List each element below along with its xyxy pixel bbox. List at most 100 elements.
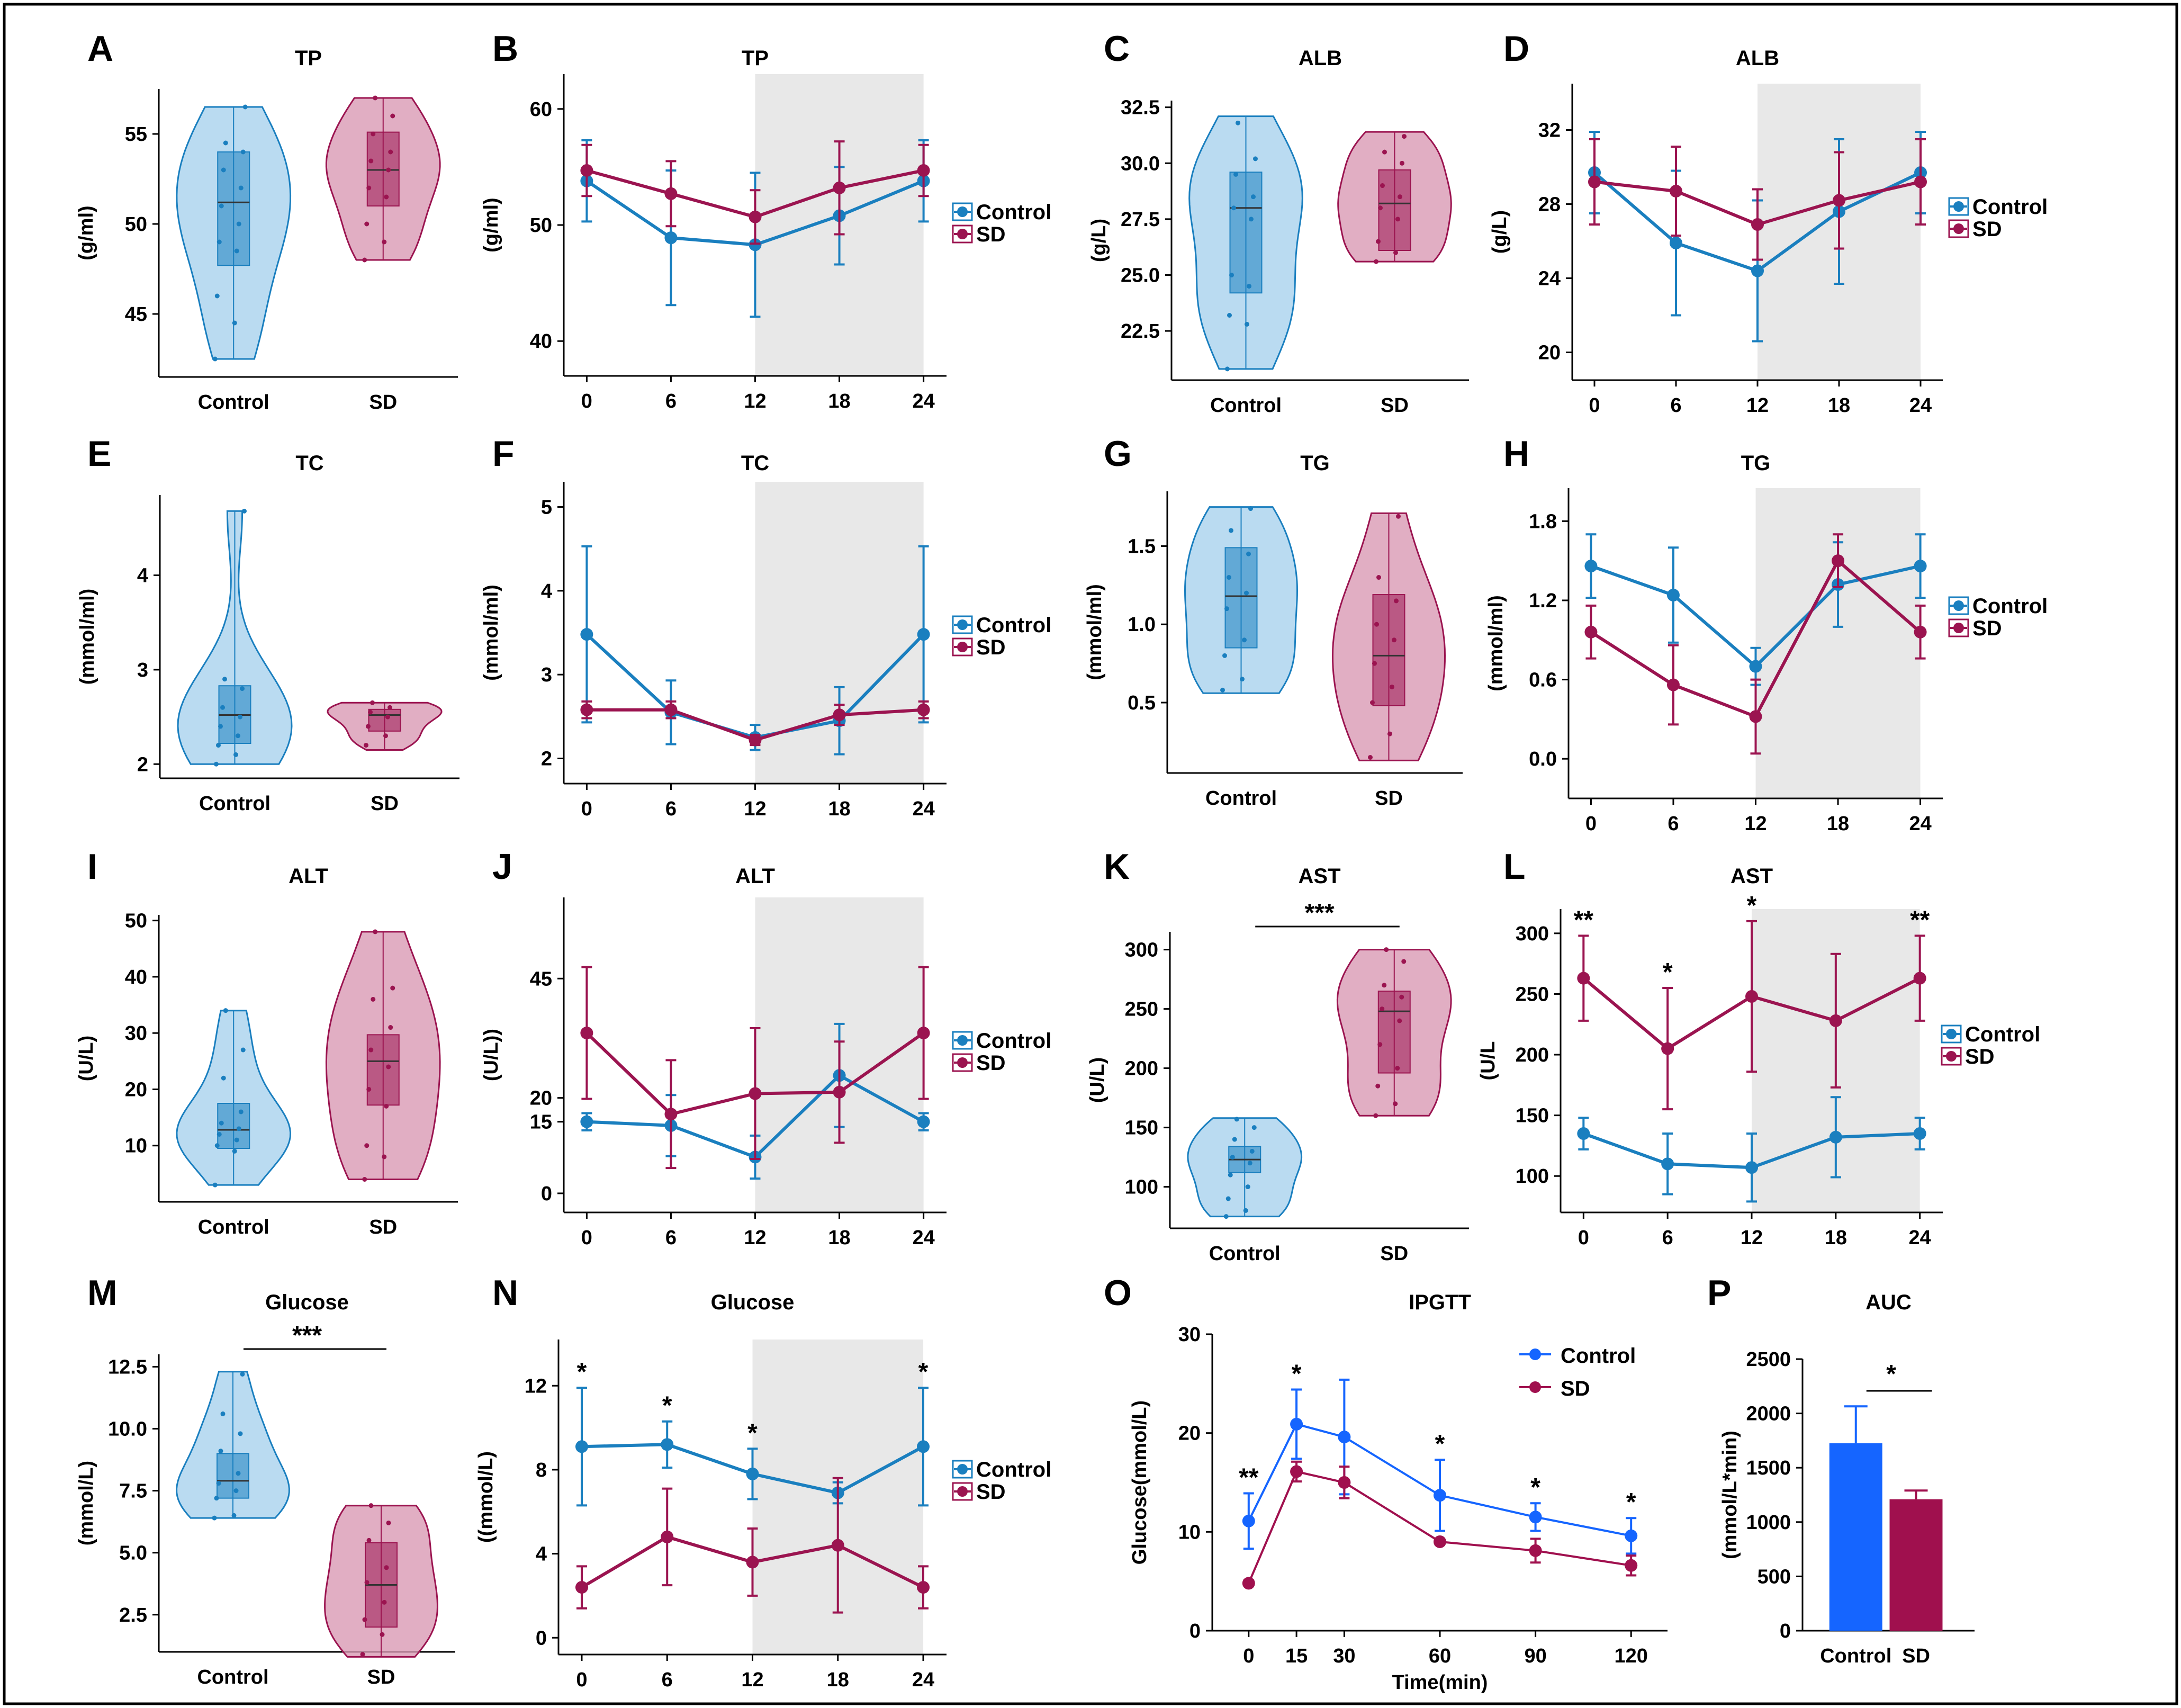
data-point (1231, 205, 1236, 211)
legend-key-marker (1946, 1051, 1957, 1062)
x-tick-label: Control (1209, 1243, 1281, 1265)
data-point (220, 705, 225, 710)
data-point-sd (1832, 554, 1845, 568)
data-point (1245, 1184, 1250, 1190)
x-tick-label: 6 (1662, 1227, 1673, 1249)
x-tick-label: 24 (1909, 813, 1931, 835)
data-point-control (575, 1440, 588, 1453)
x-tick-label: Control (198, 1216, 269, 1238)
data-point (384, 1103, 389, 1109)
y-tick-label: 4 (137, 565, 148, 587)
x-tick-label: SD (1380, 1243, 1408, 1265)
y-tick-label: 2 (137, 753, 148, 776)
panel-title: TP (295, 47, 322, 70)
y-tick-label: 150 (1125, 1117, 1158, 1139)
y-axis-label: (U/L (1477, 1041, 1499, 1081)
x-tick-label: Control (1205, 787, 1277, 810)
panel-title: TG (1300, 452, 1330, 475)
x-tick-label: 0 (1585, 813, 1597, 835)
data-point-sd (580, 164, 593, 177)
legend-key-marker (1529, 1349, 1541, 1360)
data-point-control (1434, 1489, 1446, 1502)
panel-title: ALB (1299, 47, 1342, 70)
data-point (386, 1064, 391, 1069)
significance-stars: *** (1304, 899, 1334, 927)
y-axis-label: ((mmol/L) (475, 1451, 497, 1543)
data-point-control (1625, 1529, 1638, 1542)
data-point (364, 1580, 369, 1585)
x-tick-label: SD (367, 1666, 395, 1688)
data-point (362, 1617, 367, 1622)
y-tick-label: 45 (530, 968, 552, 990)
data-point-sd (664, 1108, 678, 1121)
box (1224, 547, 1258, 649)
legend-key-marker (957, 1486, 968, 1497)
y-tick-label: 1.8 (1529, 510, 1557, 533)
significance-stars: * (747, 1419, 758, 1447)
data-point (368, 1503, 374, 1508)
y-tick-label: 1.0 (1128, 614, 1156, 636)
data-point (240, 1047, 246, 1053)
y-axis-label: (U/L) (75, 1036, 97, 1082)
y-tick-label: 300 (1125, 939, 1158, 961)
data-point (1387, 731, 1392, 736)
panel-M: M Glucose 2.5 5.0 7.5 10.0 12.5 (mmol/L) Control… (75, 1273, 455, 1688)
data-point-sd (580, 1027, 593, 1040)
data-point-control (1913, 1127, 1926, 1140)
y-tick-label: 3 (541, 664, 552, 686)
panel-letter: B (492, 29, 518, 69)
data-point (232, 1148, 237, 1154)
data-point-sd (746, 1556, 759, 1569)
data-point (1248, 506, 1253, 511)
data-point (212, 1182, 218, 1188)
data-point-control (1749, 660, 1762, 673)
legend-label: Control (1972, 595, 2048, 618)
legend-key-marker (1529, 1381, 1541, 1393)
data-point (1227, 575, 1231, 580)
data-point (223, 140, 228, 146)
significance-stars: ** (1574, 906, 1594, 934)
x-tick-label: 6 (1668, 813, 1679, 835)
panel-letter: A (87, 29, 113, 69)
data-point (240, 686, 245, 691)
y-axis-label: (g/ml) (480, 197, 502, 252)
data-point (1392, 637, 1396, 643)
data-point (1398, 194, 1402, 200)
panel-title: AST (1299, 865, 1341, 888)
x-tick-label: Control (1820, 1645, 1891, 1667)
y-tick-label: 28 (1538, 194, 1561, 216)
data-point (370, 700, 375, 705)
data-point-sd (1670, 185, 1682, 197)
data-point (240, 1371, 245, 1377)
y-tick-label: 2.5 (119, 1604, 147, 1626)
legend-key-marker (957, 642, 968, 652)
y-axis-label: (mmol/L) (75, 1461, 97, 1545)
data-point (382, 1154, 387, 1159)
data-point-sd (1745, 990, 1758, 1003)
y-tick-label: 25.0 (1121, 264, 1160, 286)
y-axis-label: (mmol/ml) (76, 589, 98, 685)
y-tick-label: 200 (1125, 1058, 1158, 1080)
legend-key-marker (1953, 600, 1964, 611)
data-point (1232, 1137, 1237, 1142)
panel-letter: J (492, 847, 512, 887)
data-point (1373, 1113, 1378, 1118)
panel-title: Glucose (265, 1291, 349, 1314)
y-tick-label: 22.5 (1121, 320, 1160, 343)
y-tick-label: 5.0 (119, 1542, 147, 1565)
data-point (380, 1632, 385, 1637)
data-point (214, 1143, 220, 1148)
data-point-sd (749, 210, 762, 223)
box (217, 1453, 249, 1499)
legend-label: Control (976, 614, 1051, 637)
box (368, 708, 401, 732)
bar-sd (1889, 1499, 1943, 1631)
legend-label: SD (1561, 1377, 1590, 1400)
data-point-control (1338, 1431, 1351, 1444)
y-axis-label: (U/L) (1086, 1057, 1108, 1103)
panel-letter: K (1104, 847, 1130, 887)
y-tick-label: 10 (125, 1135, 147, 1157)
data-point-sd (1588, 175, 1601, 188)
